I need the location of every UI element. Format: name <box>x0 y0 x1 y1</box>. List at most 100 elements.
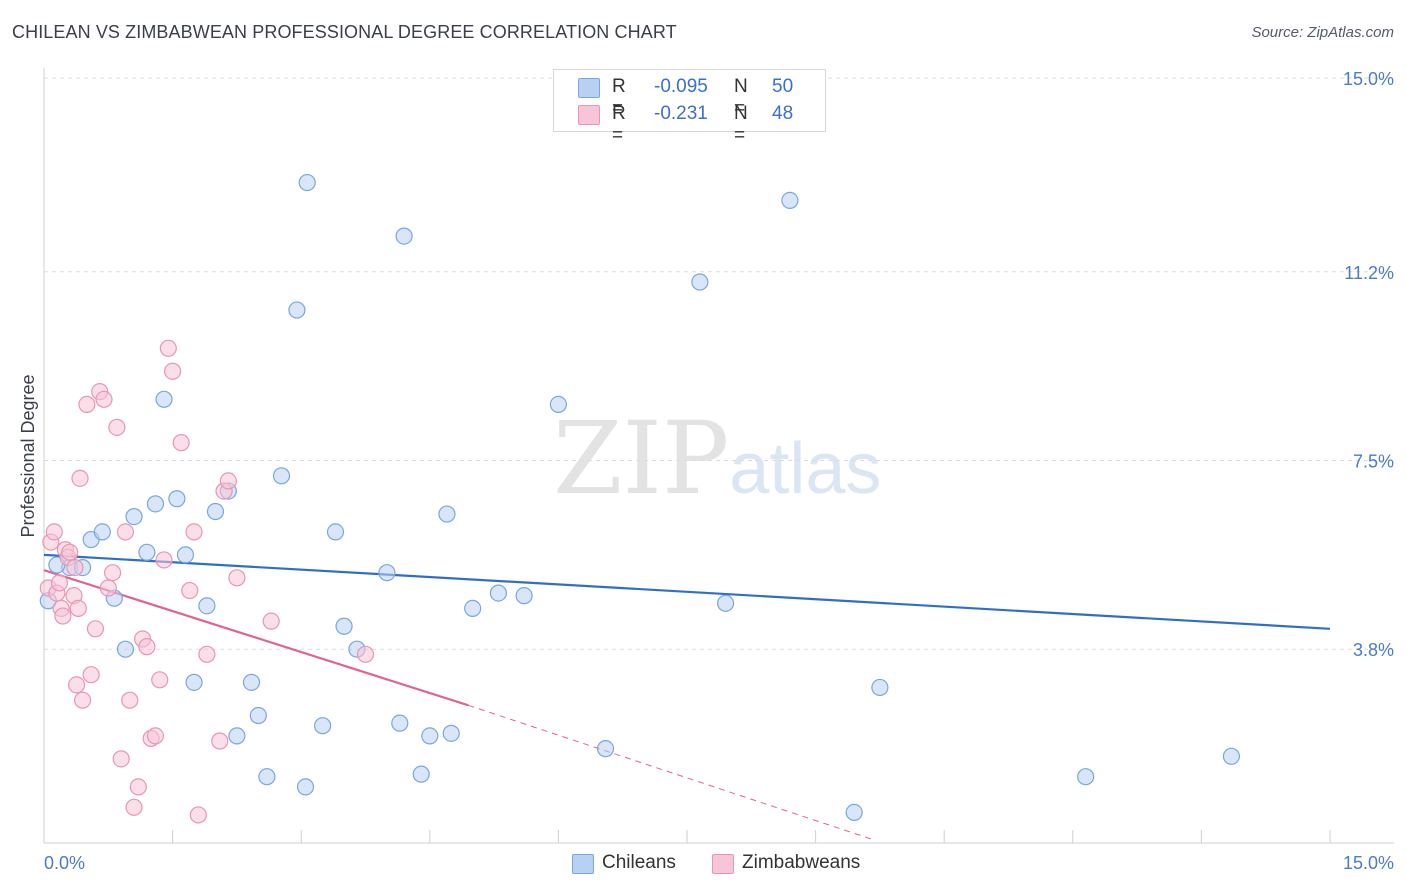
point-chileans <box>298 173 316 192</box>
point-chileans <box>168 490 186 508</box>
point-chileans <box>515 587 533 605</box>
point-chileans <box>442 724 460 742</box>
point-chileans <box>421 727 439 745</box>
point-chileans <box>185 673 203 691</box>
point-zimbabweans <box>95 390 113 408</box>
stats-legend: R = -0.095 N = 50 R = -0.231 N = 48 <box>553 69 826 146</box>
point-zimbabweans <box>116 523 135 541</box>
y-tick-label: 15.0% <box>1343 69 1394 89</box>
point-zimbabweans <box>164 362 182 380</box>
point-zimbabweans <box>45 523 63 541</box>
point-chileans <box>272 467 291 485</box>
point-zimbabweans <box>69 599 87 618</box>
point-zimbabweans <box>262 612 280 630</box>
legend-n-value: 48 <box>772 103 794 124</box>
legend-r-label: R = <box>612 103 626 146</box>
point-chileans <box>198 597 216 615</box>
point-chileans <box>93 523 111 541</box>
point-chileans <box>326 523 345 541</box>
legend-n-value: 50 <box>772 76 794 97</box>
point-chileans <box>716 594 735 612</box>
point-zimbabweans <box>151 671 169 689</box>
legend-swatch-chileans <box>578 78 600 98</box>
point-chileans <box>1222 747 1241 765</box>
point-chileans <box>228 727 246 745</box>
point-chileans <box>781 191 799 209</box>
point-zimbabweans <box>121 691 139 709</box>
point-zimbabweans <box>228 569 246 587</box>
point-zimbabweans <box>73 691 92 709</box>
point-zimbabweans <box>78 395 96 413</box>
x-tick-label-max: 15.0% <box>1343 853 1394 873</box>
point-chileans <box>242 673 261 691</box>
point-zimbabweans <box>82 666 100 684</box>
y-tick-label: 7.5% <box>1353 452 1394 472</box>
data-points <box>39 105 1241 824</box>
point-zimbabweans <box>198 645 216 663</box>
grid-lines <box>44 77 1394 650</box>
point-chileans <box>206 502 225 521</box>
point-chileans <box>412 765 430 783</box>
point-zimbabweans <box>99 579 117 597</box>
legend-n-label: N = <box>734 76 748 119</box>
point-zimbabweans <box>103 564 122 582</box>
point-zimbabweans <box>61 543 79 561</box>
bottom-legend-label-chileans: Chileans <box>602 852 676 873</box>
watermark-zip: ZIP <box>553 400 730 517</box>
point-chileans <box>596 740 615 758</box>
point-zimbabweans <box>108 418 126 436</box>
trend-line-chileans <box>43 553 1331 630</box>
point-zimbabweans <box>189 806 207 824</box>
source-label: Source: ZipAtlas.com <box>1251 24 1394 41</box>
point-chileans <box>249 706 267 725</box>
point-chileans <box>871 678 889 697</box>
point-zimbabweans <box>67 676 86 694</box>
chart-title: CHILEAN VS ZIMBABWEAN PROFESSIONAL DEGRE… <box>12 22 677 42</box>
point-zimbabweans <box>155 551 173 569</box>
point-zimbabweans <box>50 574 69 592</box>
point-zimbabweans <box>71 469 89 487</box>
point-zimbabweans <box>66 558 84 577</box>
x-axis-ticks <box>43 830 1331 843</box>
point-chileans <box>288 301 306 319</box>
y-axis-label: Professional Degree <box>18 374 38 537</box>
legend-r-label: R = <box>612 76 626 119</box>
y-tick-label: 3.8% <box>1353 640 1394 660</box>
point-chileans <box>296 778 315 796</box>
point-zimbabweans <box>129 778 147 796</box>
point-chileans <box>395 227 413 245</box>
point-chileans <box>335 617 353 635</box>
point-chileans <box>845 803 863 822</box>
point-chileans <box>1077 768 1095 786</box>
point-zimbabweans <box>86 620 105 638</box>
point-chileans <box>116 640 135 658</box>
watermark: ZIPatlas <box>553 400 881 517</box>
point-chileans <box>549 395 568 413</box>
point-chileans <box>258 768 276 786</box>
bottom-legend-label-zimbabweans: Zimbabweans <box>742 852 861 873</box>
point-chileans <box>155 390 173 408</box>
point-zimbabweans <box>146 727 165 745</box>
point-zimbabweans <box>181 581 199 600</box>
point-zimbabweans <box>54 607 72 625</box>
point-chileans <box>691 273 709 291</box>
y-axis-tick-labels: 3.8% 7.5% 11.2% 15.0% <box>1343 69 1394 660</box>
point-zimbabweans <box>159 339 177 357</box>
legend-n-label: N = <box>734 103 748 146</box>
point-chileans <box>438 505 456 523</box>
legend-r-value: -0.095 <box>654 76 708 97</box>
point-zimbabweans <box>138 638 156 656</box>
point-chileans <box>125 507 143 526</box>
point-chileans <box>378 564 396 582</box>
point-zimbabweans <box>112 750 130 768</box>
point-chileans <box>176 546 195 564</box>
point-chileans <box>146 495 165 513</box>
x-tick-label-min: 0.0% <box>44 853 85 873</box>
legend-r-value: -0.231 <box>654 103 708 124</box>
point-chileans <box>314 717 332 735</box>
watermark-atlas: atlas <box>729 429 882 509</box>
point-zimbabweans <box>172 434 190 452</box>
point-zimbabweans <box>219 472 237 490</box>
y-tick-label: 11.2% <box>1344 263 1394 283</box>
